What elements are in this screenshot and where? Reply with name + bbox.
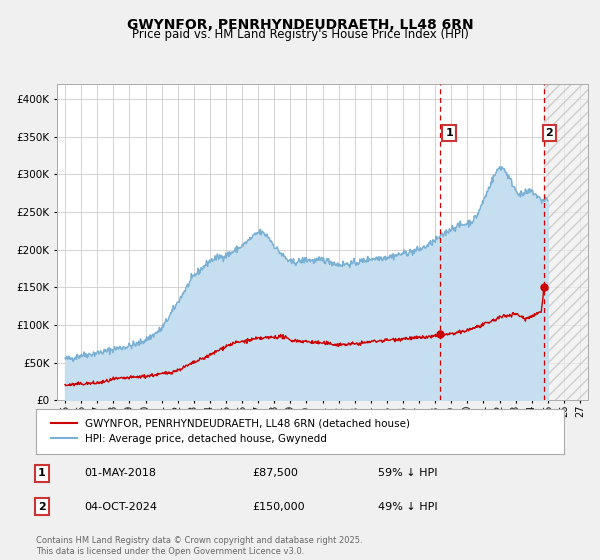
Text: GWYNFOR, PENRHYNDEUDRAETH, LL48 6RN: GWYNFOR, PENRHYNDEUDRAETH, LL48 6RN (127, 18, 473, 32)
Text: 1: 1 (445, 128, 453, 138)
Text: 2: 2 (38, 502, 46, 512)
Bar (544, 84, 588, 400)
Text: 2: 2 (545, 128, 553, 138)
Legend: GWYNFOR, PENRHYNDEUDRAETH, LL48 6RN (detached house), HPI: Average price, detach: GWYNFOR, PENRHYNDEUDRAETH, LL48 6RN (det… (46, 414, 414, 448)
Text: Contains HM Land Registry data © Crown copyright and database right 2025.
This d: Contains HM Land Registry data © Crown c… (36, 536, 362, 556)
Bar (544, 84, 588, 400)
Text: £150,000: £150,000 (252, 502, 305, 512)
Text: Price paid vs. HM Land Registry's House Price Index (HPI): Price paid vs. HM Land Registry's House … (131, 28, 469, 41)
Text: 01-MAY-2018: 01-MAY-2018 (84, 468, 156, 478)
Text: 59% ↓ HPI: 59% ↓ HPI (378, 468, 437, 478)
Text: £87,500: £87,500 (252, 468, 298, 478)
Text: 04-OCT-2024: 04-OCT-2024 (84, 502, 157, 512)
Text: 1: 1 (38, 468, 46, 478)
Text: 49% ↓ HPI: 49% ↓ HPI (378, 502, 437, 512)
